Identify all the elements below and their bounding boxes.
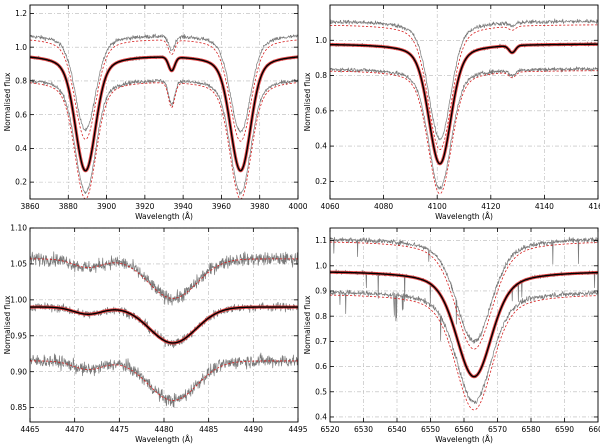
x-tick-label: 6540 xyxy=(387,425,406,434)
y-axis-label: Normalised flux xyxy=(3,72,12,131)
y-tick-label: 1.2 xyxy=(15,9,27,18)
observed-spectrum-2 xyxy=(30,55,298,172)
observed-spectrum-3 xyxy=(30,78,298,196)
y-tick-label: 0.4 xyxy=(15,144,27,153)
y-tick-label: 0.7 xyxy=(315,337,327,346)
best-fit-line xyxy=(30,306,298,344)
y-tick-label: 0.6 xyxy=(15,110,27,119)
x-tick-label: 3960 xyxy=(212,202,231,211)
y-tick-label: 1.1 xyxy=(315,236,327,245)
axes-frame xyxy=(29,4,299,200)
x-tick-label: 3900 xyxy=(97,202,116,211)
y-tick-label: 0.6 xyxy=(315,106,327,115)
y-tick-label: 1.00 xyxy=(10,295,27,304)
x-axis-label: Wavelength (Å) xyxy=(435,435,493,444)
y-tick-label: 0.85 xyxy=(10,403,27,412)
y-tick-label: 0.2 xyxy=(15,178,27,187)
y-axis-label: Normalised flux xyxy=(303,72,312,131)
plot-area xyxy=(30,251,298,408)
y-tick-label: 0.2 xyxy=(315,177,327,186)
plot-area xyxy=(330,18,598,195)
y-tick-label: 1.0 xyxy=(15,43,27,52)
y-axis-label: Normalised flux xyxy=(303,295,312,354)
axes-frame xyxy=(329,4,599,200)
y-tick-label: 1.05 xyxy=(10,260,27,269)
model-spectrum-3 xyxy=(330,294,598,411)
x-axis-label: Wavelength (Å) xyxy=(435,212,493,221)
x-axis-label: Wavelength (Å) xyxy=(135,435,193,444)
x-tick-label: 6570 xyxy=(488,425,507,434)
model-spectrum-3 xyxy=(330,70,598,195)
x-tick-label: 3940 xyxy=(174,202,193,211)
y-tick-label: 0.9 xyxy=(315,287,327,296)
panel-top-left: 3860 3880 3900 3920 3940 3960 3980 4000 0.2 0.4 0.… xyxy=(3,4,308,221)
fit-uncertainty-band xyxy=(30,55,298,173)
x-tick-label: 6600 xyxy=(588,425,600,434)
observed-spectrum-1 xyxy=(330,18,598,141)
observed-spectrum-1 xyxy=(30,33,298,133)
x-tick-label: 4465 xyxy=(20,425,39,434)
x-tick-label: 4120 xyxy=(481,202,500,211)
x-tick-label: 4100 xyxy=(428,202,447,211)
x-tick-label: 4060 xyxy=(320,202,339,211)
y-tick-label: 0.5 xyxy=(315,387,327,396)
x-tick-label: 6590 xyxy=(555,425,574,434)
model-spectrum-1 xyxy=(330,241,598,350)
x-tick-label: 3980 xyxy=(250,202,269,211)
x-tick-label: 6530 xyxy=(354,425,373,434)
x-tick-label: 4475 xyxy=(110,425,129,434)
plot-area xyxy=(30,33,298,199)
x-axis-label: Wavelength (Å) xyxy=(135,212,193,221)
x-tick-label: 4495 xyxy=(288,425,307,434)
y-tick-label: 1.0 xyxy=(315,261,327,270)
y-tick-label: 0.6 xyxy=(315,362,327,371)
x-tick-label: 6560 xyxy=(454,425,473,434)
x-tick-label: 4480 xyxy=(154,425,173,434)
x-tick-label: 6520 xyxy=(320,425,339,434)
x-tick-label: 6550 xyxy=(421,425,440,434)
best-fit-line xyxy=(30,56,298,172)
y-tick-label: 0.8 xyxy=(15,77,27,86)
x-tick-label: 4140 xyxy=(535,202,554,211)
y-tick-label: 0.8 xyxy=(315,71,327,80)
y-tick-label: 0.4 xyxy=(315,142,327,151)
y-axis-label: Normalised flux xyxy=(3,295,12,354)
model-spectrum-1 xyxy=(30,258,298,299)
y-tick-label: 1.0 xyxy=(315,36,327,45)
observed-spectrum-1 xyxy=(330,236,598,344)
y-tick-label: 0.90 xyxy=(10,367,27,376)
x-tick-label: 4485 xyxy=(199,425,218,434)
y-tick-label: 0.4 xyxy=(315,413,327,422)
model-spectrum-1 xyxy=(330,24,598,151)
panel-top-right: 4060 4080 4100 4120 4140 4160 0.2 0.4 0.6 0.8 1.0 W… xyxy=(303,4,600,221)
x-tick-label: 4080 xyxy=(374,202,393,211)
x-tick-label: 6580 xyxy=(521,425,540,434)
y-tick-label: 0.95 xyxy=(10,331,27,340)
plot-area xyxy=(330,236,598,411)
x-tick-label: 4490 xyxy=(244,425,263,434)
x-tick-label: 4160 xyxy=(588,202,600,211)
observed-spectrum-1 xyxy=(30,251,298,306)
panel-bottom-right: 6520 6530 6540 6550 6560 6570 6580 6590 6600 0.4 0… xyxy=(303,227,600,444)
observed-spectrum-3 xyxy=(330,66,598,190)
y-tick-label: 0.8 xyxy=(315,312,327,321)
model-spectrum-3 xyxy=(30,82,298,199)
x-tick-label: 3880 xyxy=(59,202,78,211)
y-tick-label: 1.10 xyxy=(10,224,27,233)
x-tick-label: 4000 xyxy=(288,202,307,211)
observed-spectrum-3 xyxy=(30,352,298,408)
best-fit-line xyxy=(330,271,598,378)
model-spectrum-1 xyxy=(30,39,298,142)
x-tick-label: 4470 xyxy=(65,425,84,434)
best-fit-line xyxy=(330,43,598,165)
model-spectrum-3 xyxy=(30,360,298,401)
x-tick-label: 3860 xyxy=(20,202,39,211)
panel-bottom-left: 4465 4470 4475 4480 4485 4490 4495 0.85 0.90 0.95… xyxy=(3,224,308,444)
observed-spectrum-3 xyxy=(330,289,598,404)
x-tick-label: 3920 xyxy=(135,202,154,211)
